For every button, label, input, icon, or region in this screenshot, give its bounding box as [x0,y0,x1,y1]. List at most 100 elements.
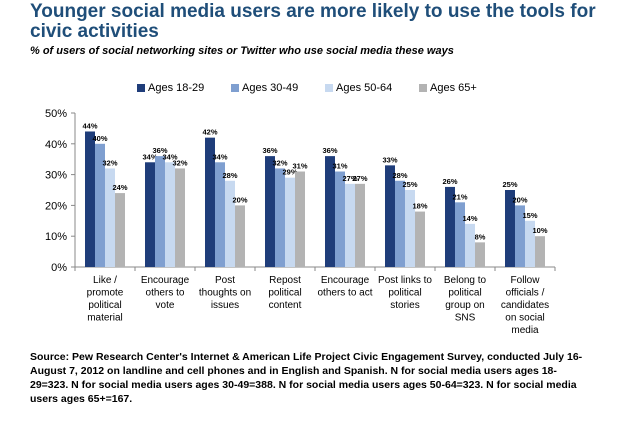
x-tick-label: content [269,300,302,311]
bar [455,202,465,267]
bar [165,162,175,267]
data-label: 15% [522,211,537,220]
data-label: 27% [352,174,367,183]
data-label: 20% [232,195,247,204]
data-label: 34% [142,152,157,161]
x-tick-label: group on [445,300,484,311]
x-tick-label: others to [146,288,185,299]
bar [405,190,415,267]
bar [285,177,295,267]
data-label: 28% [392,171,407,180]
x-tick-label: Post [215,275,235,286]
data-label: 29% [282,168,297,177]
data-label: 40% [92,134,107,143]
data-label: 28% [222,171,237,180]
bar [215,162,225,267]
y-tick-label: 50% [45,108,67,120]
data-label: 25% [502,180,517,189]
data-label: 8% [475,232,486,241]
x-tick-label: Post links to [378,275,432,286]
bar [445,186,455,267]
data-label: 34% [212,152,227,161]
data-label: 32% [102,158,117,167]
legend-label: Ages 50-64 [336,82,393,94]
data-label: 34% [162,152,177,161]
bar [515,205,525,267]
bar [275,168,285,267]
x-tick-label: Follow [511,275,541,286]
x-tick-label: political [448,288,481,299]
x-tick-label: officials / [506,288,545,299]
bar [295,171,305,267]
bar [235,205,245,267]
y-tick-label: 20% [45,200,67,212]
source-note: Source: Pew Research Center's Internet &… [30,351,583,405]
bar [145,162,155,267]
bar [385,165,395,267]
x-tick-label: political [88,300,121,311]
data-label: 26% [442,177,457,186]
chart-title: Younger social media users are more like… [30,1,596,42]
data-label: 42% [202,128,217,137]
bar [175,168,185,267]
legend-label: Ages 65+ [430,82,477,94]
x-tick-label: political [388,288,421,299]
bar [105,168,115,267]
x-tick-label: stories [390,300,419,311]
bar [155,156,165,267]
x-tick-label: thoughts on [199,288,251,299]
legend-swatch [231,84,239,92]
data-label: 27% [342,174,357,183]
bar [415,211,425,267]
x-tick-label: media [511,325,539,336]
x-tick-label: others to act [317,288,372,299]
bar [225,180,235,267]
data-label: 32% [272,158,287,167]
bar [115,193,125,267]
y-tick-label: 10% [45,231,67,243]
bar [505,190,515,267]
data-label: 36% [262,146,277,155]
y-tick-label: 30% [45,170,67,182]
x-tick-label: political [268,288,301,299]
data-label: 21% [452,192,467,201]
bar [85,131,95,267]
data-label: 20% [512,195,527,204]
x-tick-label: on social [505,313,544,324]
x-tick-label: Encourage [321,275,370,286]
bar [205,137,215,267]
data-label: 31% [332,162,347,171]
data-label: 36% [322,146,337,155]
bar [475,242,485,267]
bar [535,236,545,267]
chart-legend: Ages 18-29 Ages 30-49 Ages 50-64 Ages 65… [0,81,620,95]
bar [335,171,345,267]
bar [325,156,335,267]
x-tick-label: Belong to [444,275,487,286]
legend-label: Ages 18-29 [148,82,205,94]
data-label: 32% [172,158,187,167]
legend-swatch [325,84,333,92]
x-tick-label: Repost [269,275,301,286]
data-label: 18% [412,202,427,211]
legend-label: Ages 30-49 [242,82,299,94]
data-label: 24% [112,183,127,192]
bar [95,143,105,267]
data-label: 33% [382,155,397,164]
x-tick-label: Like / [93,275,117,286]
bar [465,223,475,267]
y-tick-label: 0% [51,262,67,274]
data-label: 36% [152,146,167,155]
data-label: 44% [82,121,97,130]
x-tick-label: material [87,313,123,324]
x-tick-label: issues [211,300,239,311]
bar [355,183,365,267]
legend-swatch [419,84,427,92]
bar [525,220,535,267]
x-tick-label: Encourage [141,275,190,286]
x-tick-label: vote [156,300,175,311]
legend-swatch [137,84,145,92]
bar [345,183,355,267]
y-tick-label: 40% [45,139,67,151]
data-label: 10% [532,226,547,235]
